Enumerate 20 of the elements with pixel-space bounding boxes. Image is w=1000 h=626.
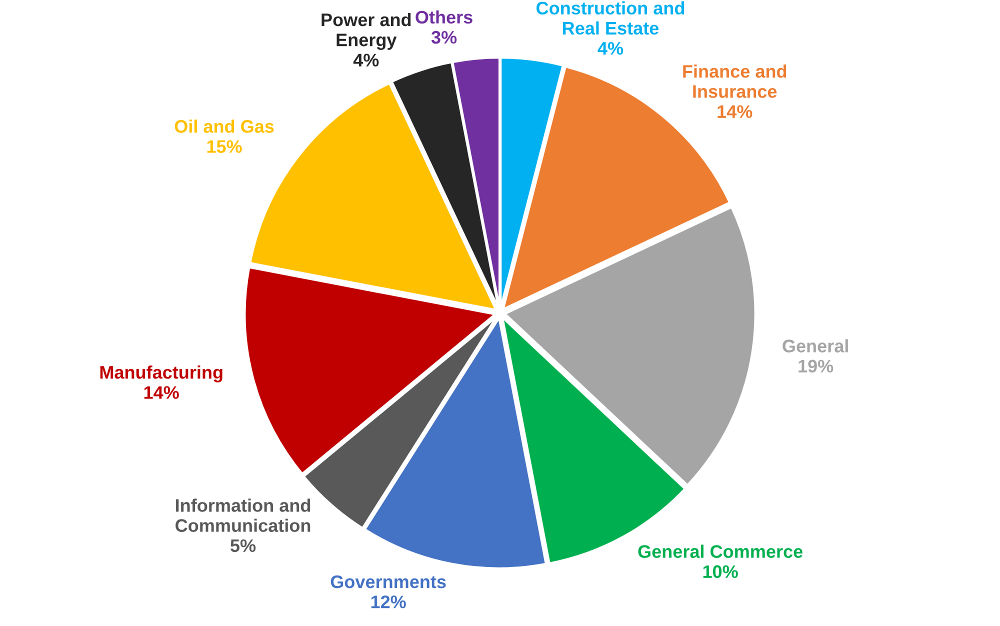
data-label: 19% <box>798 360 834 373</box>
data-label: 15% <box>207 140 242 153</box>
data-label: 4% <box>353 54 379 66</box>
data-label: 5% <box>230 539 256 552</box>
slice-label: Oil and Gas <box>174 120 274 133</box>
slice-label: General Commerce <box>638 544 802 558</box>
slice-label: Construction and Real Estate <box>536 1 684 35</box>
data-label: 14% <box>144 386 179 399</box>
data-label: 4% <box>598 42 624 55</box>
data-label: 12% <box>371 596 406 608</box>
data-label: 10% <box>703 565 738 578</box>
data-label: 14% <box>718 105 752 118</box>
slice-label: Others <box>416 10 472 24</box>
slice-label: Information and Communication <box>176 498 310 532</box>
data-label: 3% <box>431 30 457 44</box>
slice-label: Manufacturing <box>100 365 222 382</box>
slice-label: Finance and Insurance <box>683 64 786 98</box>
slice-label: Governments <box>330 575 446 588</box>
slice-label: Power and Energy <box>322 12 411 50</box>
slice-label: General <box>782 339 848 352</box>
